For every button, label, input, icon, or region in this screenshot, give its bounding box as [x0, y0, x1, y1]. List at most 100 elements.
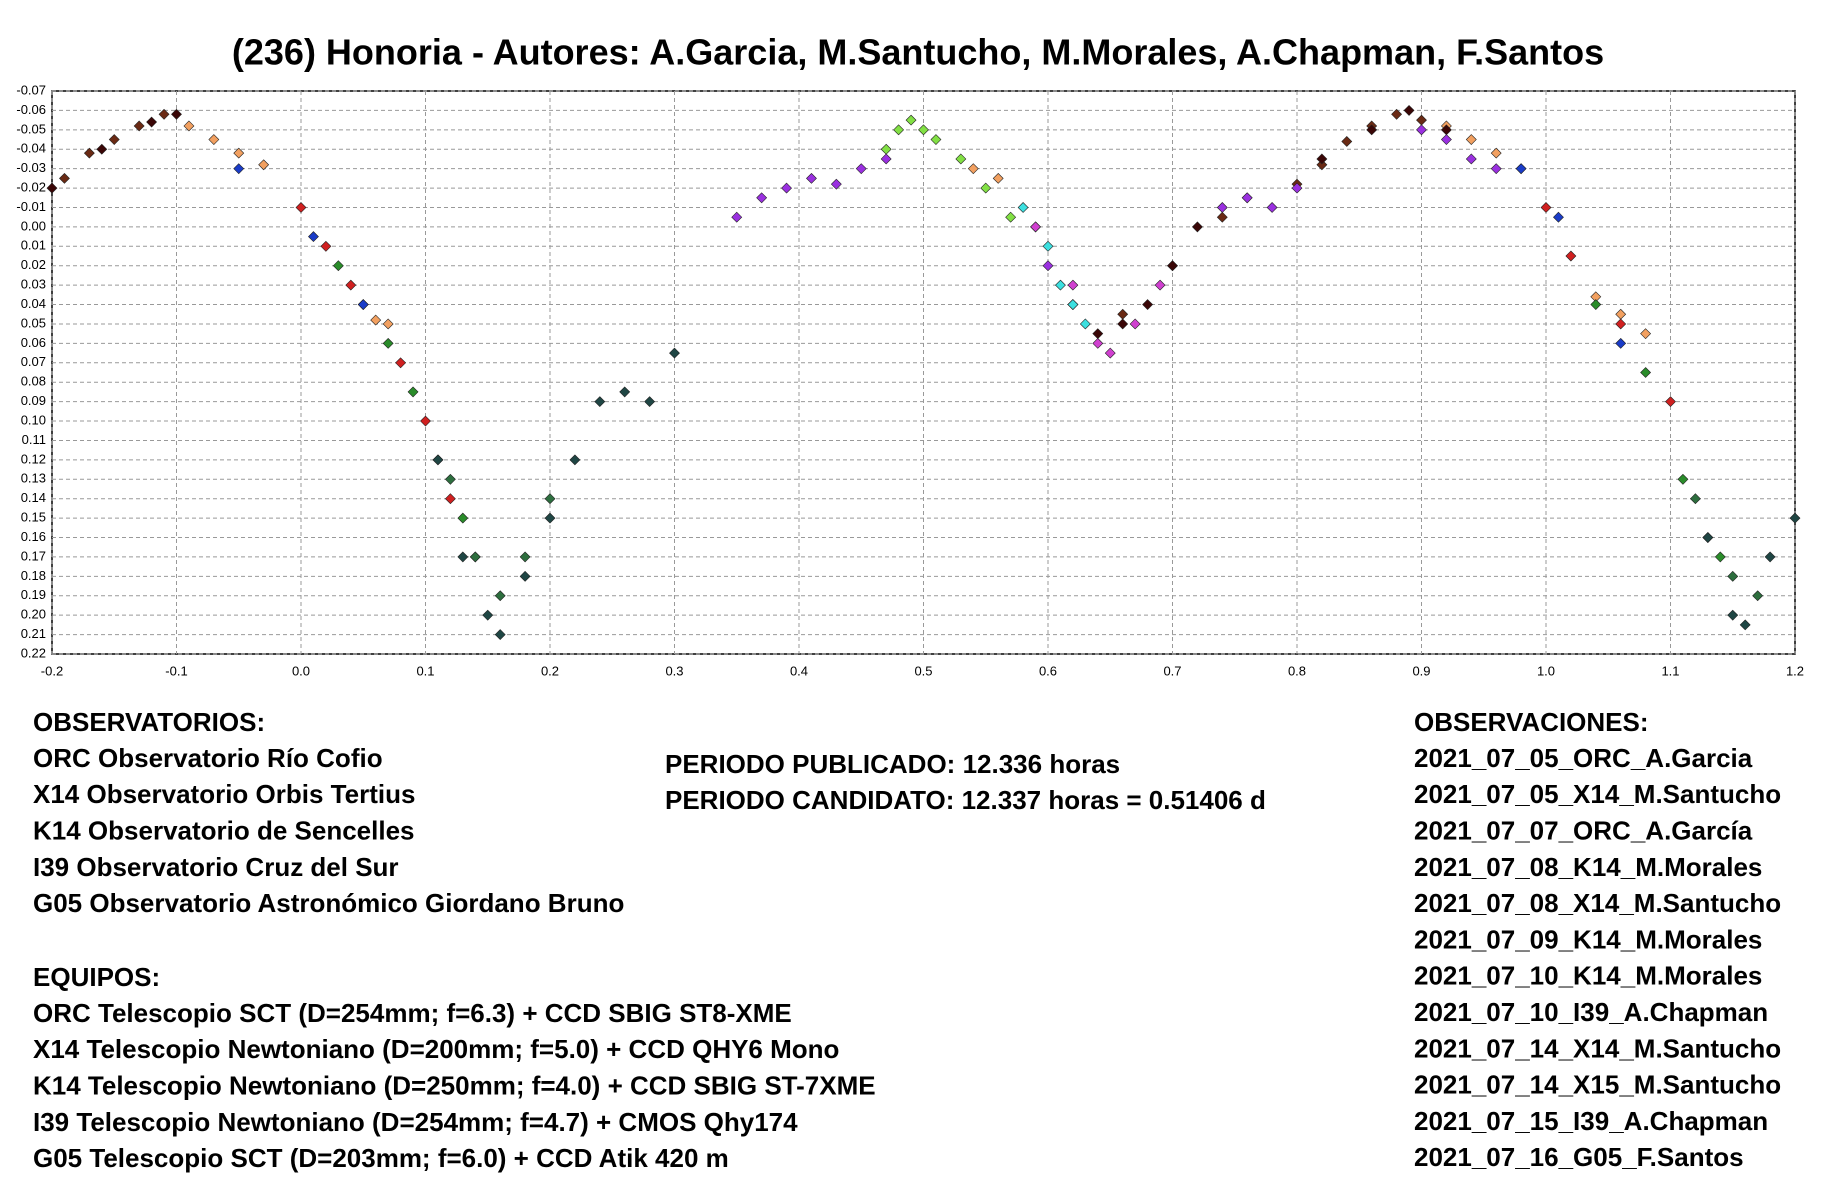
observation: 2021_07_08_X14_M.Santucho [1414, 888, 1781, 918]
data-point [1640, 367, 1652, 378]
data-point [1017, 202, 1029, 213]
x-tick-label: 0.3 [665, 663, 683, 678]
section-title: OBSERVACIONES: [1414, 707, 1649, 737]
data-point [208, 134, 220, 145]
data-point [855, 163, 867, 175]
data-point [1167, 260, 1178, 272]
data-point [1316, 153, 1328, 165]
data-point [1739, 619, 1751, 631]
data-point [644, 396, 656, 408]
equipment: X14 Telescopio Newtoniano (D=200mm; f=5.… [33, 1034, 839, 1064]
observation: 2021_07_07_ORC_A.García [1414, 815, 1753, 845]
observatory: I39 Observatorio Cruz del Sur [33, 852, 399, 882]
equipment: K14 Telescopio Newtoniano (D=250mm; f=4.… [33, 1070, 876, 1100]
data-point [1366, 124, 1378, 136]
data-point [519, 551, 531, 563]
observatory: G05 Observatorio Astronómico Giordano Br… [33, 888, 624, 918]
data-point [1440, 134, 1452, 145]
data-point [1055, 279, 1066, 291]
data-point [96, 143, 108, 155]
data-point [830, 178, 842, 190]
data-point [1316, 159, 1328, 171]
observatory: X14 Observatorio Orbis Tertius [33, 779, 415, 809]
data-point [1117, 318, 1129, 330]
data-point [407, 386, 419, 398]
observation: 2021_07_16_G05_F.Santos [1414, 1142, 1744, 1172]
data-point [233, 163, 245, 175]
equipment: G05 Telescopio SCT (D=203mm; f=6.0) + CC… [33, 1143, 729, 1173]
data-point [880, 153, 892, 165]
observation: 2021_07_14_X14_M.Santucho [1414, 1033, 1781, 1063]
data-point [1702, 532, 1714, 543]
data-point [1465, 134, 1477, 145]
x-tick-label: 0.2 [541, 663, 559, 678]
data-point [308, 231, 319, 243]
y-tick-label: 0.18 [21, 568, 46, 583]
period: PERIODO PUBLICADO: 12.336 horas [665, 749, 1120, 779]
data-point [930, 134, 942, 145]
data-point [955, 153, 967, 165]
data-point [444, 473, 456, 485]
data-point [1067, 279, 1079, 291]
data-point [1042, 260, 1054, 272]
y-tick-label: -0.05 [16, 121, 46, 136]
data-point [1789, 512, 1801, 524]
data-point [880, 143, 892, 155]
x-tick-label: 0.5 [914, 663, 932, 678]
y-tick-label: -0.02 [16, 180, 46, 195]
data-point [432, 454, 444, 466]
data-point [1191, 221, 1203, 233]
data-point [544, 512, 556, 524]
observation: 2021_07_10_K14_M.Morales [1414, 961, 1762, 991]
data-point [905, 114, 917, 126]
data-point [1727, 570, 1739, 582]
data-point [59, 172, 70, 184]
data-point [1540, 202, 1552, 213]
x-tick-label: 0.8 [1288, 663, 1306, 678]
data-point [1216, 211, 1228, 223]
data-point [233, 147, 245, 159]
y-tick-label: 0.02 [21, 257, 46, 272]
data-point [420, 415, 431, 427]
data-point [1416, 124, 1427, 136]
data-point [1005, 211, 1017, 223]
x-tick-label: -0.1 [165, 663, 187, 678]
y-tick-label: 0.17 [21, 548, 46, 563]
data-point [444, 493, 456, 505]
data-point [457, 512, 469, 524]
data-point [1553, 211, 1564, 223]
data-point [980, 182, 992, 194]
data-point [1490, 163, 1502, 175]
data-point [1590, 299, 1602, 310]
data-point [83, 147, 95, 159]
data-point [1752, 590, 1764, 602]
data-point [1565, 250, 1577, 262]
y-tick-label: 0.05 [21, 315, 46, 330]
data-point [756, 192, 768, 204]
data-point [1042, 240, 1054, 252]
data-point [1727, 609, 1739, 621]
data-point [1154, 279, 1166, 291]
data-point [1615, 337, 1627, 349]
data-point [357, 299, 369, 310]
y-tick-label: -0.04 [16, 141, 46, 156]
y-tick-label: 0.12 [21, 451, 46, 466]
observation: 2021_07_05_ORC_A.Garcia [1414, 743, 1753, 773]
y-tick-label: 0.10 [21, 412, 46, 427]
data-point [133, 120, 145, 132]
section-title: EQUIPOS: [33, 962, 160, 992]
data-point [594, 396, 606, 408]
x-tick-label: 0.6 [1039, 663, 1057, 678]
data-point [395, 357, 407, 369]
data-point [469, 551, 481, 563]
data-point [382, 337, 394, 349]
y-tick-label: -0.03 [16, 160, 46, 175]
data-point [158, 108, 170, 120]
observation: 2021_07_09_K14_M.Morales [1414, 924, 1762, 954]
data-point [1104, 347, 1116, 359]
data-point [1640, 328, 1652, 340]
observatory: K14 Observatorio de Sencelles [33, 815, 415, 845]
y-tick-label: 0.13 [21, 471, 46, 486]
x-tick-label: 1.2 [1786, 663, 1804, 678]
x-tick-label: 1.1 [1661, 663, 1679, 678]
